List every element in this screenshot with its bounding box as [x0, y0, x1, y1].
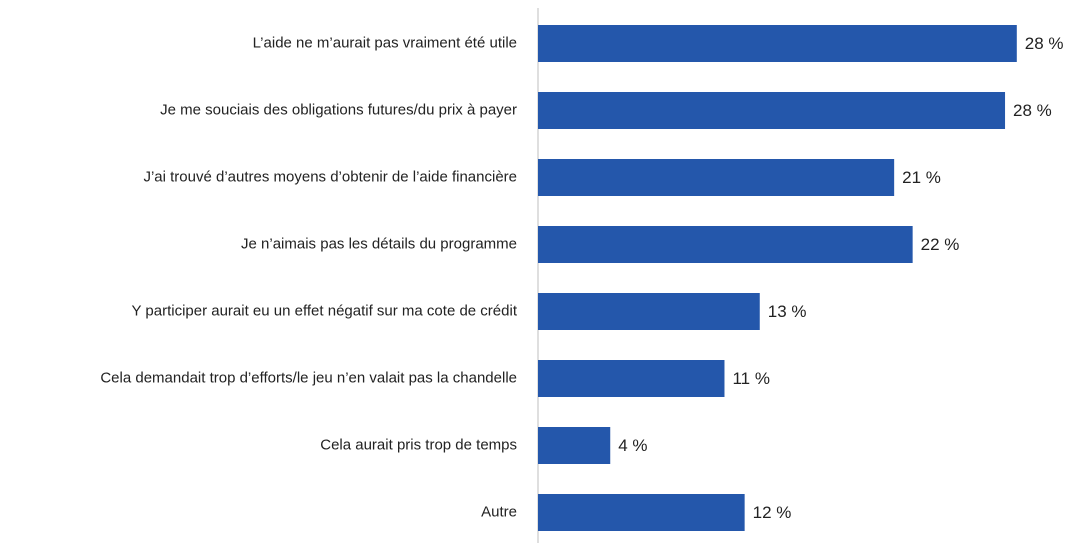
category-label: Cela aurait pris trop de temps [320, 436, 517, 453]
value-label: 13 % [768, 302, 807, 321]
value-label: 4 % [618, 436, 647, 455]
bar [538, 226, 913, 263]
bar [538, 360, 725, 397]
value-label: 22 % [921, 235, 960, 254]
value-label: 12 % [753, 503, 792, 522]
bar [538, 159, 895, 196]
value-label: 28 % [1025, 34, 1064, 53]
value-label: 28 % [1013, 101, 1052, 120]
bar [538, 494, 745, 531]
category-label: Cela demandait trop d’efforts/le jeu n’e… [100, 369, 517, 386]
bar [538, 427, 611, 464]
category-label: J’ai trouvé d’autres moyens d’obtenir de… [143, 168, 517, 185]
bar [538, 92, 1006, 129]
bar [538, 25, 1017, 62]
category-label: Je n’aimais pas les détails du programme [241, 235, 517, 252]
value-label: 11 % [732, 369, 770, 388]
category-label: Je me souciais des obligations futures/d… [160, 101, 517, 118]
bar [538, 293, 760, 330]
category-label: Autre [481, 503, 517, 520]
category-label: Y participer aurait eu un effet négatif … [131, 302, 517, 319]
value-label: 21 % [902, 168, 941, 187]
category-label: L’aide ne m’aurait pas vraiment été util… [253, 34, 517, 51]
